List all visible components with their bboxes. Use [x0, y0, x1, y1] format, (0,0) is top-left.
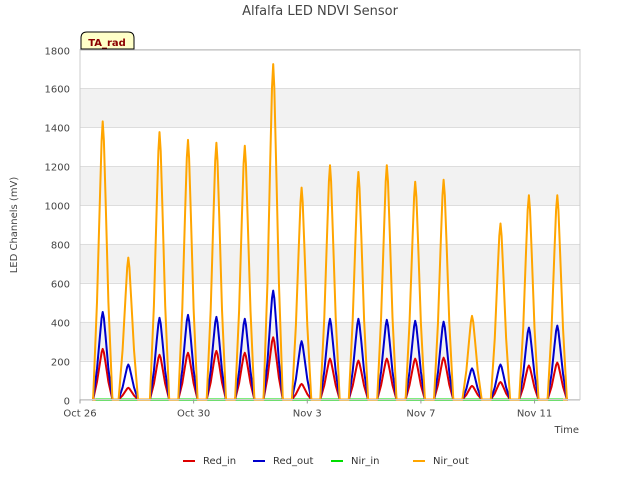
- y-axis-label: LED Channels (mV): [9, 177, 20, 274]
- ta-rad-badge: TA_rad: [80, 31, 135, 50]
- y-tick-label: 1600: [45, 85, 70, 96]
- y-tick-label: 1800: [45, 47, 70, 58]
- badge-shape: [80, 31, 135, 50]
- legend-label: Red_out: [273, 456, 313, 467]
- y-tick-label: 600: [51, 280, 70, 291]
- y-tick-label: 1400: [45, 124, 70, 135]
- y-ticks: 0 200 400 600 800 1000 1200 1400 1600 1800: [45, 47, 70, 408]
- x-tick-label: Oct 30: [177, 409, 210, 420]
- legend-label: Nir_in: [351, 456, 380, 467]
- x-tick-label: Nov 3: [293, 409, 322, 420]
- plot-frame: [79, 49, 581, 400]
- y-tick-label: 0: [64, 397, 70, 408]
- chart-title: Alfalfa LED NDVI Sensor: [242, 4, 399, 19]
- y-tick-label: 200: [51, 358, 70, 369]
- y-tick-label: 400: [51, 319, 70, 330]
- x-ticks: Oct 26 Oct 30 Nov 3 Nov 7 Nov 11: [63, 399, 552, 420]
- plot-background: [80, 88, 580, 361]
- series-line-nir-out: [92, 63, 568, 401]
- y-tick-label: 1000: [45, 202, 70, 213]
- legend: Red_in Red_out Nir_in Nir_out: [183, 456, 469, 467]
- series-line-red-in: [92, 336, 568, 401]
- series-line-red-out: [92, 289, 568, 401]
- y-tick-label: 1200: [45, 163, 70, 174]
- badge-label: TA_rad: [88, 38, 126, 49]
- x-tick-label: Oct 26: [63, 409, 96, 420]
- x-axis-label: Time: [554, 425, 579, 436]
- x-tick-label: Nov 7: [406, 409, 435, 420]
- plot-band: [80, 88, 580, 128]
- legend-label: Nir_out: [433, 456, 469, 467]
- y-tick-label: 800: [51, 241, 70, 252]
- x-tick-label: Nov 11: [517, 409, 552, 420]
- legend-label: Red_in: [203, 456, 236, 467]
